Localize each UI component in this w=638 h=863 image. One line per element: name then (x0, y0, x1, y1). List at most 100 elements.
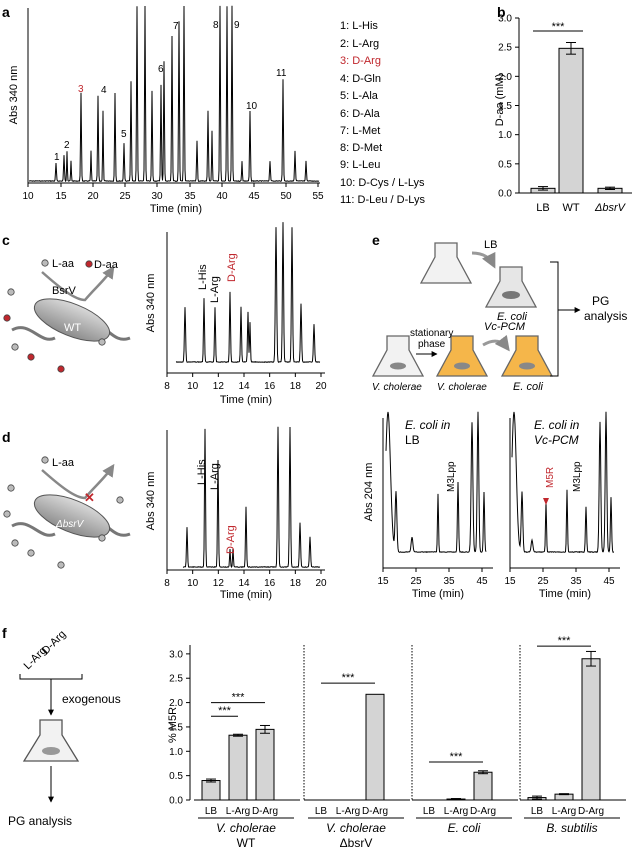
panel-label-b: b (497, 4, 506, 20)
f-ytick-label: 1.5 (169, 722, 183, 733)
b-ytick-label: 3.0 (498, 14, 512, 25)
b-ytick-label: 0.5 (498, 159, 512, 170)
panel-a: a Abs 340 nm 10 15 20 25 30 35 40 45 50 55 Time (… (2, 4, 425, 215)
xtick-label: 20 (315, 381, 327, 392)
f-group-name: B. subtilis (546, 821, 597, 835)
c-conversion-arrow (41, 265, 115, 302)
a-xtick-label: 55 (312, 191, 324, 202)
a-xtick-label: 20 (87, 191, 99, 202)
b-cat-wt: WT (562, 202, 579, 214)
c-xticks: 8 10 12 14 16 18 20 (164, 373, 327, 392)
f-bar (201, 780, 221, 801)
f-bar (581, 658, 601, 801)
xtick-label: 8 (164, 381, 170, 392)
flask-vcholerae-stationary (435, 335, 489, 377)
xtick-label: 18 (290, 381, 302, 392)
e-lb-label: LB (484, 239, 497, 251)
e-left-m3lpp: M3Lpp (446, 461, 457, 492)
panel-b: b D-aa (mM) 0.0 0.5 1.0 1.5 2.0 2.5 3.0 LB WT … (494, 4, 632, 214)
e-vcpcm-label: Vc-PCM (484, 321, 526, 333)
flask-ecoli-pcm (500, 335, 554, 377)
legend-item-8: 8: D-Met (340, 142, 382, 154)
a-legend: 1: L-His 2: L-Arg 3: D-Arg 4: D-Gln 5: L… (340, 20, 425, 206)
f-group-name: V. cholerae (216, 821, 276, 835)
f-category-label: LB (205, 806, 218, 817)
f-category-label: L-Arg (336, 806, 360, 817)
a-xtick-label: 50 (280, 191, 292, 202)
peak-label-5: 5 (121, 129, 127, 140)
d-peak-lhis: L-His (196, 459, 208, 485)
amino-acid-dot (7, 484, 15, 492)
e-left-trace (385, 411, 487, 554)
legend-item-6: 6: D-Ala (340, 108, 381, 120)
e-right-title-1: E. coli in (534, 418, 580, 432)
amino-acid-dot (41, 456, 49, 464)
f-ytick-label: 0.5 (169, 771, 183, 782)
b-ytick-label: 0.0 (498, 189, 512, 200)
e-ylabel: Abs 204 nm (363, 463, 375, 522)
xtick-label: 12 (213, 578, 225, 589)
b-ylabel: D-aa (mM) (494, 74, 506, 127)
f-pg-label: PG analysis (8, 814, 72, 828)
b-ytick-label: 2.5 (498, 43, 512, 54)
b-ytick-label: 2.0 (498, 72, 512, 83)
f-category-label: LB (423, 806, 436, 817)
f-group-strain: ΔbsrV (340, 836, 373, 850)
b-sig-label: *** (552, 21, 566, 33)
c-cell-wt (33, 298, 111, 342)
legend-item-11: 11: D-Leu / D-Lys (340, 194, 425, 206)
e-left-title-1: E. coli in (405, 418, 451, 432)
a-xtick-label: 45 (248, 191, 260, 202)
a-xtick-label: 35 (184, 191, 196, 202)
e-right-m3lpp: M3Lpp (572, 461, 583, 492)
c-peak-darg: D-Arg (226, 253, 238, 282)
peak-label-2: 2 (64, 140, 70, 151)
f-bar (255, 728, 275, 801)
f-sig-label: *** (218, 705, 232, 717)
f-bar (365, 693, 385, 801)
f-sig-label: *** (558, 635, 572, 647)
d-cell-mutant (33, 494, 111, 538)
f-scheme-bracket (19, 674, 83, 680)
c-xlabel: Time (min) (220, 394, 272, 406)
panel-label-d: d (2, 429, 11, 445)
e-ecoli1-label: E. coli (497, 311, 528, 323)
panel-label-f: f (2, 625, 7, 641)
f-category-label: LB (315, 806, 328, 817)
e-arrow-lb (471, 251, 496, 269)
f-category-label: LB (531, 806, 544, 817)
xtick-label: 14 (238, 578, 250, 589)
panel-e: e LB E. coli stationary phase Vc-PCM V. … (363, 232, 627, 600)
f-bar (228, 734, 248, 801)
legend-item-3: 3: D-Arg (340, 55, 381, 67)
d-block-mark: ✕ (84, 490, 95, 505)
f-sig-label: *** (450, 751, 464, 763)
a-xtick-label: 30 (151, 191, 163, 202)
e-xtick-label: 45 (476, 576, 488, 587)
f-ytick-label: 2.0 (169, 698, 183, 709)
a-xtick-label: 15 (55, 191, 67, 202)
peak-label-11: 11 (276, 68, 287, 79)
a-chromatogram-trace (29, 5, 320, 183)
b-cat-dbsrv: ΔbsrV (594, 202, 627, 214)
legend-item-2: 2: L-Arg (340, 38, 379, 50)
b-bars (530, 42, 623, 194)
d-xlabel: Time (min) (220, 589, 272, 601)
e-stationary-label: stationary (410, 328, 453, 339)
d-laa-label: L-aa (52, 457, 75, 469)
f-flask (22, 719, 80, 762)
peak-label-7: 7 (173, 21, 179, 32)
e-phase-label: phase (418, 339, 446, 350)
e-vcholerae1-label: V. cholerae (372, 382, 422, 393)
amino-acid-dot (7, 288, 15, 296)
f-yticks: 0.0 0.5 1.0 1.5 2.0 2.5 3.0 (169, 645, 191, 807)
e-xtick-label: 15 (504, 576, 516, 587)
e-xticks: 15 15 25 25 35 35 45 45 (377, 568, 615, 587)
e-left-title-2: LB (405, 433, 420, 447)
e-xtick-label: 25 (410, 576, 422, 587)
b-cat-lb: LB (536, 202, 549, 214)
xtick-label: 16 (264, 381, 276, 392)
f-bar (473, 771, 493, 801)
